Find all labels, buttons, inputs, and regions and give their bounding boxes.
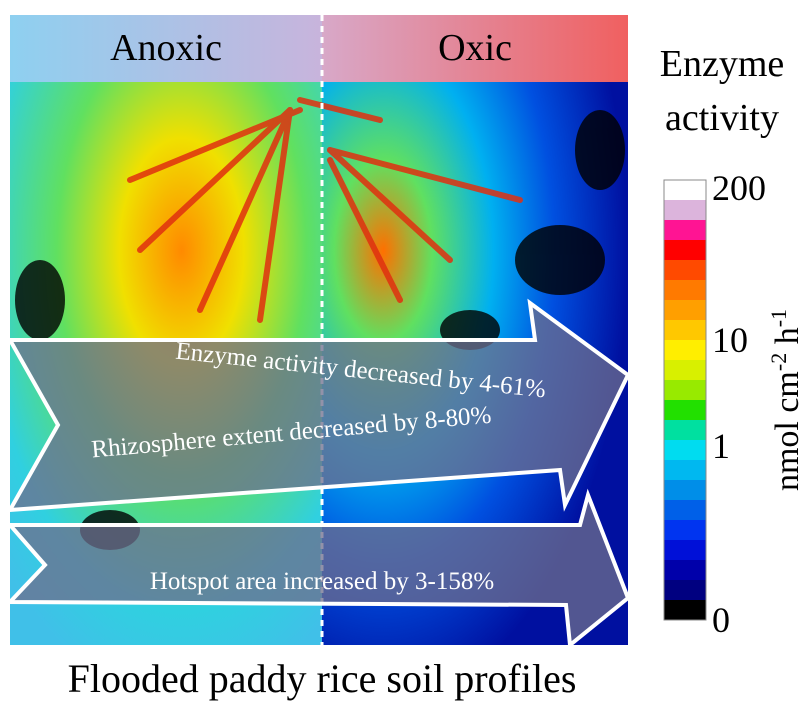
legend-tick: 200 (712, 168, 766, 208)
colorbar-swatch (664, 460, 706, 481)
colorbar-swatch (664, 220, 706, 241)
colorbar-swatch (664, 400, 706, 421)
colorbar-swatch (664, 480, 706, 501)
colorbar-swatch (664, 300, 706, 321)
colorbar-swatch (664, 260, 706, 281)
colorbar-swatch (664, 420, 706, 441)
colorbar-swatch (664, 320, 706, 341)
caption: Flooded paddy rice soil profiles (68, 656, 577, 701)
unit-part: h (769, 327, 806, 353)
colorbar-swatch (664, 340, 706, 361)
colorbar (664, 180, 706, 621)
colorbar-swatch (664, 380, 706, 401)
arrow-label: Hotspot area increased by 3-158% (150, 568, 494, 595)
legend-tick: 0 (712, 600, 730, 640)
unit-part: nmol cm (769, 371, 806, 491)
legend-unit: nmol cm-2 h-1 (766, 309, 807, 491)
colorbar-swatch (664, 180, 706, 201)
colorbar-swatch (664, 500, 706, 521)
colorbar-swatch (664, 240, 706, 261)
legend-tick: 10 (712, 320, 748, 360)
legend-tick: 1 (712, 426, 730, 466)
colorbar-swatch (664, 540, 706, 561)
colorbar-swatch (664, 580, 706, 601)
colorbar-swatch (664, 600, 706, 621)
colorbar-swatch (664, 360, 706, 381)
colorbar-swatch (664, 560, 706, 581)
unit-sup: -2 (766, 353, 791, 371)
header-right: Oxic (438, 27, 512, 69)
colorbar-swatch (664, 280, 706, 301)
legend-title: activity (665, 97, 779, 139)
legend-title: Enzyme (660, 43, 785, 85)
colorbar-swatch (664, 520, 706, 541)
colorbar-swatch (664, 200, 706, 221)
unit-sup: -1 (766, 309, 791, 327)
colorbar-swatch (664, 440, 706, 461)
figure: Anoxic Oxic Enzyme activity decreased by… (0, 0, 810, 702)
header-left: Anoxic (110, 27, 222, 69)
